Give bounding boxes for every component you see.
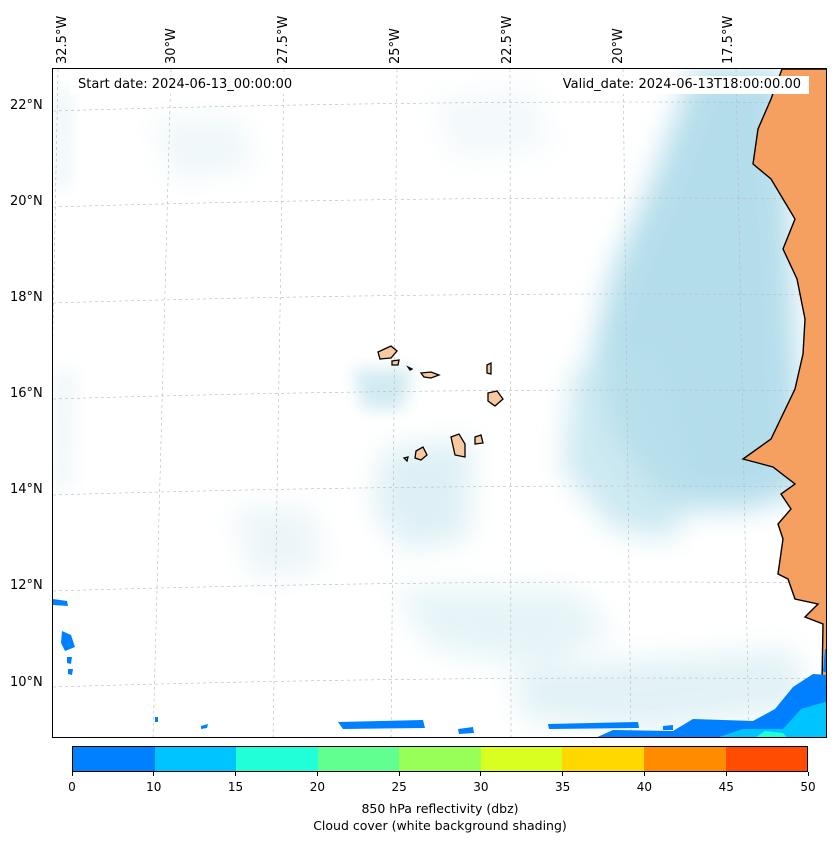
colorbar-tick-label: 20 xyxy=(309,780,325,794)
cloud-cover-shading xyxy=(53,69,813,729)
lon-label-27-5w: 27.5°W xyxy=(276,15,291,64)
colorbar-title: 850 hPa reflectivity (dbz) xyxy=(361,801,519,816)
map-panel xyxy=(52,68,827,738)
colorbar-subtitle: Cloud cover (white background shading) xyxy=(313,818,567,833)
colorbar-tick-label: 25 xyxy=(391,780,407,794)
land-mass-west-africa xyxy=(741,69,826,737)
colorbar-tick-label: 40 xyxy=(636,780,653,794)
colorbar-tick-label: 0 xyxy=(68,780,76,794)
colorbar-segment xyxy=(73,747,155,771)
colorbar-tick-label: 50 xyxy=(800,780,816,794)
lat-label-14n: 14°N xyxy=(10,482,43,497)
lat-label-22n: 22°N xyxy=(10,98,43,113)
reflectivity-echoes xyxy=(53,599,826,737)
colorbar-tick-mark xyxy=(562,772,564,776)
colorbar-tick-label: 30 xyxy=(473,780,489,794)
colorbar-segment xyxy=(725,747,808,771)
colorbar-tick-mark xyxy=(398,772,400,776)
lat-label-18n: 18°N xyxy=(10,290,43,305)
colorbar-tick-mark xyxy=(316,772,318,776)
colorbar-segment xyxy=(317,747,400,771)
colorbar-tick-mark xyxy=(235,772,237,776)
lon-label-30w: 30°W xyxy=(164,28,179,64)
colorbar-tick-mark xyxy=(725,772,727,776)
lat-label-16n: 16°N xyxy=(10,386,43,401)
lat-label-10n: 10°N xyxy=(10,675,43,690)
lat-label-12n: 12°N xyxy=(10,578,43,593)
colorbar-tick-label: 10 xyxy=(146,780,162,794)
colorbar-tick-mark xyxy=(71,772,73,776)
valid-date-label: Valid_date: 2024-06-13T18:00:00.00 xyxy=(554,76,809,94)
reflectivity-colorbar xyxy=(72,746,808,772)
colorbar-segment xyxy=(562,747,644,771)
colorbar-segment xyxy=(399,747,481,771)
colorbar-tick-label: 35 xyxy=(555,780,571,794)
colorbar-tick-mark xyxy=(643,772,645,776)
colorbar-segment xyxy=(643,747,726,771)
map-canvas xyxy=(53,69,826,737)
cape-verde-islands xyxy=(377,345,504,463)
colorbar-segment xyxy=(480,747,563,771)
colorbar-tick-mark xyxy=(807,772,809,776)
start-date-label: Start date: 2024-06-13_00:00:00 xyxy=(70,76,301,94)
graticule xyxy=(53,69,826,737)
lon-label-22-5w: 22.5°W xyxy=(500,15,515,64)
lon-label-32-5w: 32.5°W xyxy=(55,15,70,64)
colorbar-segment xyxy=(236,747,318,771)
colorbar-tick-mark xyxy=(153,772,155,776)
lon-label-20w: 20°W xyxy=(611,28,626,64)
lat-label-20n: 20°N xyxy=(10,194,43,209)
colorbar-segment xyxy=(154,747,237,771)
lon-label-25w: 25°W xyxy=(388,28,403,64)
colorbar-tick-mark xyxy=(480,772,482,776)
colorbar-tick-label: 15 xyxy=(227,780,244,794)
colorbar-tick-label: 45 xyxy=(718,780,734,794)
lon-label-17-5w: 17.5°W xyxy=(721,15,736,64)
